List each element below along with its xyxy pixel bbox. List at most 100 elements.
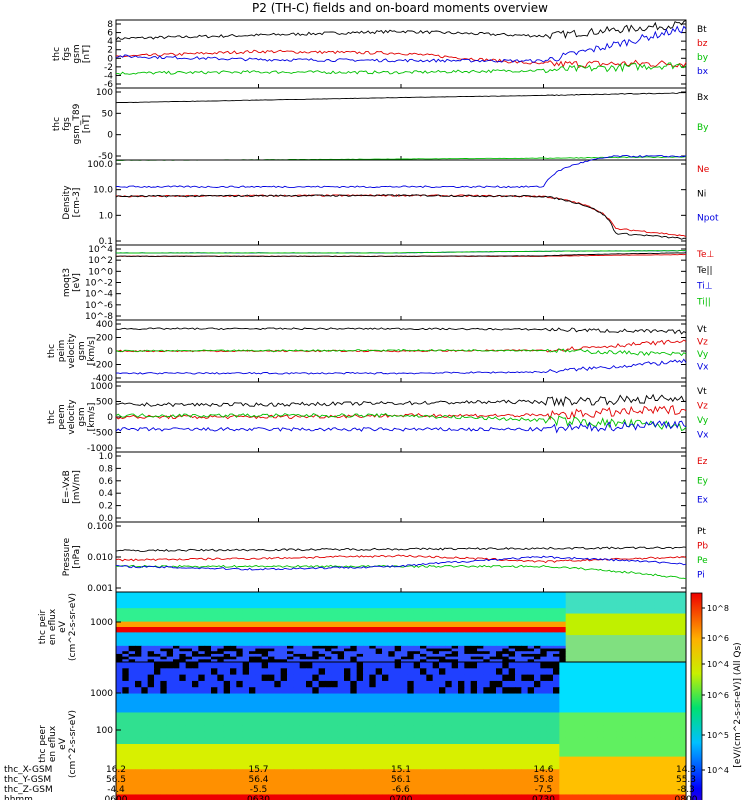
heatmap-cell bbox=[648, 781, 655, 789]
heatmap-cell bbox=[147, 602, 155, 606]
heatmap-cell bbox=[413, 640, 421, 644]
heatmap-cell bbox=[635, 712, 643, 720]
heatmap-cell bbox=[483, 794, 491, 800]
heatmap-cell bbox=[249, 762, 256, 770]
heatmap-cell bbox=[337, 632, 345, 636]
heatmap-cell bbox=[261, 680, 269, 688]
y-axis-label: [cm-3] bbox=[72, 188, 82, 218]
heatmap-cell bbox=[679, 610, 687, 615]
heatmap-cell bbox=[660, 640, 668, 644]
heatmap-cell bbox=[299, 775, 307, 783]
heatmap-cell bbox=[369, 718, 377, 726]
heatmap-cell bbox=[540, 613, 548, 617]
heatmap-cell bbox=[116, 648, 123, 652]
heatmap-cell bbox=[572, 762, 579, 770]
heatmap-cell bbox=[141, 594, 149, 598]
heatmap-cell bbox=[489, 737, 497, 745]
heatmap-cell bbox=[432, 594, 440, 598]
heatmap-cell bbox=[654, 750, 662, 758]
heatmap-cell bbox=[325, 659, 332, 663]
heatmap-cell bbox=[147, 624, 155, 628]
heatmap-cell bbox=[610, 712, 617, 720]
heatmap-cell bbox=[116, 659, 123, 663]
heatmap-cell bbox=[141, 680, 149, 688]
heatmap-cell bbox=[470, 621, 478, 625]
heatmap-cell bbox=[293, 605, 301, 609]
heatmap-cell bbox=[135, 640, 142, 644]
y-tick-label: 0 bbox=[107, 413, 113, 423]
heatmap-cell bbox=[293, 610, 301, 615]
heatmap-cell bbox=[458, 637, 465, 641]
heatmap-cell bbox=[464, 627, 472, 631]
heatmap-cell bbox=[261, 674, 269, 682]
heatmap-cell bbox=[584, 750, 592, 758]
heatmap-cell bbox=[616, 613, 624, 617]
heatmap-cell bbox=[375, 653, 383, 658]
heatmap-cell bbox=[236, 693, 244, 701]
heatmap-cell bbox=[166, 712, 174, 720]
heatmap-cell bbox=[280, 680, 288, 688]
heatmap-cell bbox=[610, 643, 617, 647]
heatmap-cell bbox=[546, 680, 554, 688]
heatmap-cell bbox=[597, 635, 605, 639]
heatmap-cell bbox=[356, 659, 364, 663]
heatmap-cell bbox=[230, 725, 237, 732]
heatmap-cell bbox=[546, 744, 554, 751]
heatmap-cell bbox=[382, 680, 389, 688]
heatmap-cell bbox=[261, 613, 269, 617]
heatmap-cell bbox=[299, 616, 307, 620]
heatmap-cell bbox=[128, 629, 136, 633]
heatmap-cell bbox=[426, 648, 434, 652]
heatmap-cell bbox=[584, 662, 592, 669]
heatmap-cell bbox=[325, 769, 332, 777]
heatmap-cell bbox=[306, 775, 313, 783]
heatmap-cell bbox=[116, 744, 123, 751]
heatmap-cell bbox=[179, 750, 187, 758]
heatmap-cell bbox=[192, 610, 199, 615]
heatmap-cell bbox=[470, 605, 478, 609]
heatmap-cell bbox=[439, 613, 446, 617]
heatmap-cell bbox=[268, 651, 275, 655]
heatmap-cell bbox=[135, 668, 142, 676]
heatmap-cell bbox=[173, 781, 180, 789]
heatmap-cell bbox=[432, 651, 440, 655]
heatmap-cell bbox=[483, 602, 491, 606]
heatmap-cell bbox=[274, 693, 282, 701]
y-tick-label: 0.8 bbox=[99, 464, 114, 474]
heatmap-cell bbox=[553, 608, 560, 612]
heatmap-cell bbox=[591, 627, 598, 631]
heatmap-cell bbox=[166, 680, 174, 688]
heatmap-cell bbox=[565, 731, 573, 739]
heatmap-cell bbox=[325, 693, 332, 701]
heatmap-cell bbox=[445, 699, 453, 707]
heatmap-cell bbox=[648, 718, 655, 726]
heatmap-cell bbox=[673, 645, 681, 650]
heatmap-cell bbox=[325, 656, 332, 660]
y-tick-label: 10.0 bbox=[93, 186, 113, 196]
heatmap-cell bbox=[179, 731, 187, 739]
heatmap-cell bbox=[369, 613, 377, 617]
heatmap-cell bbox=[337, 605, 345, 609]
heatmap-cell bbox=[236, 592, 244, 596]
heatmap-cell bbox=[160, 627, 168, 631]
heatmap-cell bbox=[331, 648, 339, 652]
heatmap-cell bbox=[261, 718, 269, 726]
heatmap-cell bbox=[610, 640, 617, 644]
heatmap-cell bbox=[249, 781, 256, 789]
heatmap-cell bbox=[553, 640, 560, 644]
heatmap-cell bbox=[521, 600, 529, 604]
heatmap-cell bbox=[280, 613, 288, 617]
heatmap-cell bbox=[578, 668, 586, 676]
heatmap-cell bbox=[413, 668, 421, 676]
heatmap-cell bbox=[553, 744, 560, 751]
heatmap-cell bbox=[470, 613, 478, 617]
heatmap-cell bbox=[540, 608, 548, 612]
heatmap-cell bbox=[242, 610, 250, 615]
heatmap-cell bbox=[268, 662, 275, 669]
heatmap-cell bbox=[141, 640, 149, 644]
heatmap-cell bbox=[413, 592, 421, 596]
heatmap-cell bbox=[540, 616, 548, 620]
heatmap-cell bbox=[236, 725, 244, 732]
heatmap-cell bbox=[597, 648, 605, 652]
